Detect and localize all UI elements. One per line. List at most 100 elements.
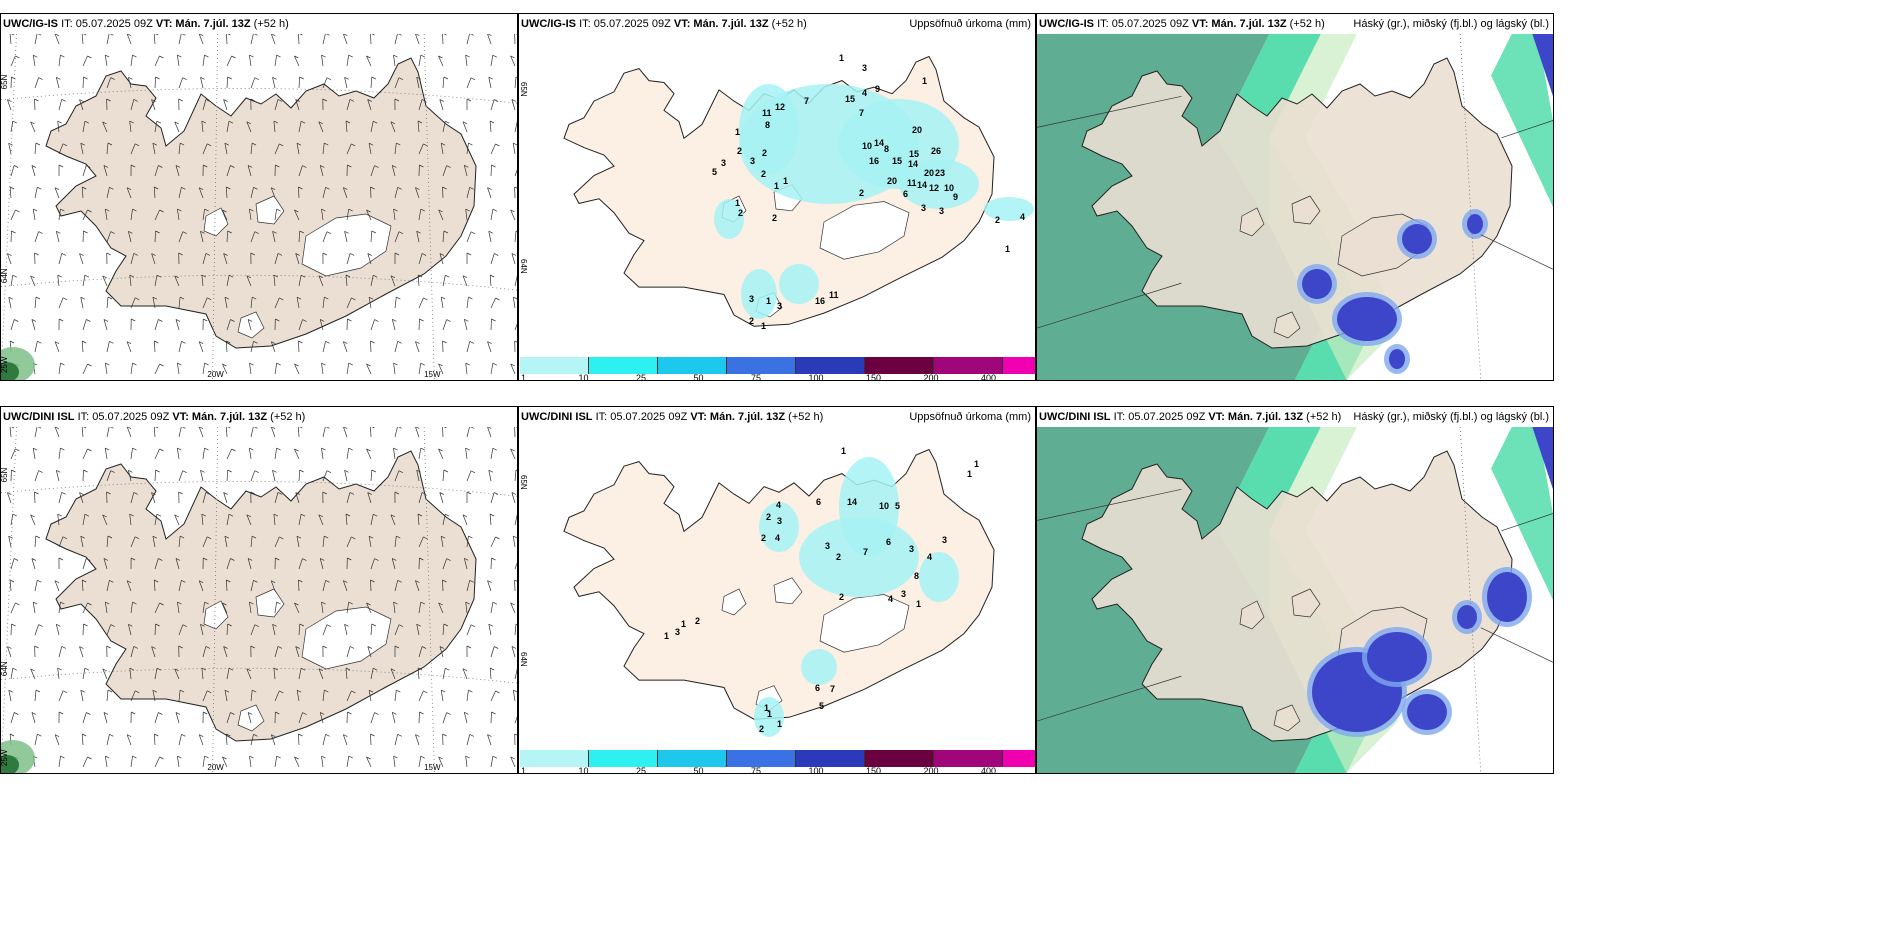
wind-barb xyxy=(295,99,300,111)
wind-barb-flag xyxy=(495,297,500,301)
precip-value: 3 xyxy=(862,63,867,73)
wind-barb-flag xyxy=(60,54,65,58)
precip-value: 15 xyxy=(909,149,919,159)
wind-barb-flag xyxy=(393,208,398,212)
wind-barb xyxy=(247,165,252,177)
precip-value: 11 xyxy=(829,290,839,300)
wind-barb xyxy=(177,602,180,614)
glacier-outline xyxy=(721,588,747,616)
wind-barb-flag xyxy=(325,733,330,737)
precip-area xyxy=(754,697,784,737)
wind-barb xyxy=(490,318,492,331)
wind-barb xyxy=(128,77,132,89)
wind-barb-flag xyxy=(62,536,68,540)
wind-barb-flag xyxy=(438,209,443,213)
wind-barb-flag xyxy=(199,734,204,738)
wind-barb xyxy=(178,34,182,45)
wind-barb-flag xyxy=(34,98,39,102)
wind-barb xyxy=(130,756,133,768)
wind-barb-flag xyxy=(273,667,279,671)
wind-barb-flag xyxy=(394,252,400,256)
wind-barb xyxy=(106,689,109,702)
wind-barb xyxy=(514,323,517,331)
wind-barb-flag xyxy=(156,513,162,517)
wind-barb-flag xyxy=(129,667,134,671)
wind-barb xyxy=(250,690,253,702)
wind-barb xyxy=(415,580,420,592)
wind-barb-flag xyxy=(60,601,65,605)
wind-barb-flag xyxy=(200,76,205,80)
wind-barb xyxy=(416,624,420,636)
wind-barb-flag xyxy=(126,734,132,738)
wind-barb xyxy=(58,253,63,265)
wind-barb xyxy=(130,209,133,221)
wind-barb-flag xyxy=(423,297,428,301)
wind-barb-flag xyxy=(511,99,517,102)
precip-area xyxy=(919,552,959,602)
wind-barb-flag xyxy=(394,98,400,102)
wind-barb-flag xyxy=(462,668,468,672)
wind-barb-flag xyxy=(515,76,517,78)
wind-barb-flag xyxy=(469,734,474,737)
wind-barb-flag xyxy=(35,689,41,693)
wind-barb-flag xyxy=(272,623,277,627)
wind-barb xyxy=(296,143,300,155)
wind-barb xyxy=(296,690,300,702)
wind-barb-flag xyxy=(102,514,107,518)
glacier-outline xyxy=(819,201,910,260)
wind-barb-flag xyxy=(367,492,372,495)
wind-barb-flag xyxy=(465,447,470,451)
wind-barb xyxy=(175,712,180,724)
wind-barb xyxy=(510,756,516,768)
precip-value: 2 xyxy=(995,215,1000,225)
wind-barb xyxy=(298,319,303,331)
wind-barb xyxy=(346,55,350,67)
wind-barb xyxy=(274,143,280,155)
wind-barb-flag xyxy=(344,76,349,80)
glacier-outline xyxy=(1273,311,1301,339)
wind-barb-flag xyxy=(82,733,87,737)
high-cloud-band xyxy=(1491,34,1553,207)
wind-barb xyxy=(370,275,374,287)
wind-barb-flag xyxy=(326,231,332,235)
wind-barb xyxy=(298,340,300,353)
colorbar-swatch xyxy=(796,750,865,767)
wind-barb xyxy=(322,427,326,438)
wind-barb-flag xyxy=(294,209,299,213)
wind-barb-flag xyxy=(345,667,351,671)
wind-barb xyxy=(31,712,36,724)
precip-value: 12 xyxy=(775,102,785,112)
wind-barb xyxy=(370,579,372,592)
wind-barb xyxy=(249,756,252,768)
wind-barb-flag xyxy=(345,120,351,124)
glacier-outline xyxy=(203,600,229,630)
wind-barb-flag xyxy=(107,296,113,300)
wind-barb xyxy=(270,734,276,746)
wind-barb-flag xyxy=(201,667,207,671)
wind-barb-flag xyxy=(80,689,85,693)
wind-barb xyxy=(438,55,444,67)
wind-barb-flag xyxy=(397,340,402,344)
wind-barb-flag xyxy=(394,645,400,649)
wind-barb xyxy=(153,186,156,199)
wind-barb xyxy=(514,230,517,243)
wind-barb xyxy=(106,535,109,548)
wind-barb xyxy=(200,231,204,243)
wind-barb xyxy=(345,513,348,526)
wind-barb xyxy=(8,143,12,155)
wind-barb-flag xyxy=(417,667,423,671)
projection-line xyxy=(1037,282,1182,329)
wind-barb xyxy=(57,121,60,133)
wind-barb xyxy=(366,55,372,67)
wind-barb xyxy=(82,514,86,526)
wind-barb-flag xyxy=(368,689,374,693)
wind-barb-flag xyxy=(302,712,307,715)
colorbar-swatch xyxy=(934,750,1003,767)
wind-barb-flag xyxy=(441,142,446,146)
lead-time: (+52 h) xyxy=(771,18,807,30)
wind-barb xyxy=(294,448,300,460)
wind-barb-flag xyxy=(253,733,258,737)
wind-barb xyxy=(346,756,350,768)
wind-barb-flag xyxy=(102,668,107,672)
wind-barb-flag xyxy=(134,536,140,540)
